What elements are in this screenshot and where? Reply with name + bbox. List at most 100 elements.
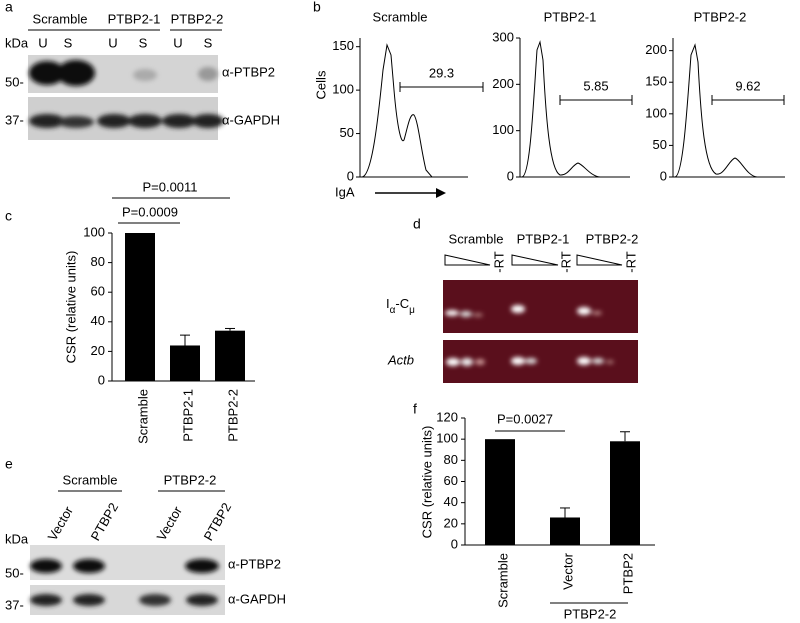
y-tick-label: 150 — [332, 38, 354, 53]
lane-label: Vector — [154, 503, 186, 543]
kda-label: kDa — [5, 35, 29, 50]
bands — [29, 114, 224, 128]
y-label: CSR (relative units) — [419, 426, 434, 539]
y-tick-label: 0 — [98, 372, 105, 387]
y-tick-label: 0 — [660, 168, 667, 183]
y-tick-label: 120 — [436, 409, 458, 424]
y-tick-label: 0 — [347, 168, 354, 183]
marker: 37- — [5, 112, 24, 127]
row-label: Iα-Cμ — [386, 296, 415, 315]
group-label: PTBP2-2 — [164, 472, 217, 487]
rt-label: -RT — [491, 251, 506, 272]
antibody: α-PTBP2 — [228, 556, 281, 571]
row-label-part: I — [386, 296, 390, 311]
lane-label: U — [38, 35, 47, 50]
lane-label: PTBP2 — [201, 500, 235, 543]
group-label: Scramble — [449, 231, 504, 246]
rt-label: -RT — [623, 251, 638, 272]
group-label: PTBP2-1 — [517, 231, 570, 246]
bands — [445, 305, 602, 317]
marker: 50- — [5, 565, 24, 580]
y-tick-label: 200 — [645, 42, 667, 57]
y-tick-label: 300 — [492, 29, 514, 44]
x-tick-label: PTBP2-2 — [225, 389, 240, 442]
y-tick-label: 50 — [340, 125, 354, 140]
group-label: Scramble — [63, 472, 118, 487]
y-tick-label: 40 — [444, 494, 458, 509]
panel-letter: a — [5, 0, 13, 15]
y-tick-label: 20 — [91, 343, 105, 358]
y-tick-label: 100 — [332, 82, 354, 97]
marker: 50- — [5, 74, 24, 89]
y-tick-label: 60 — [91, 284, 105, 299]
lane-label: U — [108, 35, 117, 50]
lane-label: S — [64, 35, 73, 50]
x-tick-label: Vector — [560, 552, 575, 590]
lane-label: S — [204, 35, 213, 50]
antibody: α-GAPDH — [228, 591, 286, 606]
x-tick-label: Scramble — [495, 553, 510, 608]
p-value: P=0.0009 — [122, 204, 178, 219]
group-label: PTBP2-2 — [171, 11, 224, 26]
kda-label: kDa — [5, 531, 29, 546]
row-label: Actb — [387, 352, 414, 367]
y-label: Cells — [313, 70, 328, 99]
y-tick-label: 50 — [653, 137, 667, 152]
group-label: PTBP2-1 — [108, 11, 161, 26]
p-value: P=0.0027 — [497, 411, 553, 426]
y-label: CSR (relative units) — [63, 251, 78, 364]
lane-label: S — [139, 35, 148, 50]
bar — [550, 517, 580, 545]
bar — [125, 233, 155, 381]
gel — [443, 280, 638, 333]
lane-label: PTBP2 — [88, 500, 122, 543]
y-tick-label: 80 — [444, 452, 458, 467]
lane-label: U — [173, 35, 182, 50]
flow-curves — [361, 40, 785, 178]
y-tick-label: 20 — [444, 515, 458, 530]
gate-value: 9.62 — [735, 78, 760, 93]
bar — [215, 330, 245, 381]
plot-title: PTBP2-2 — [694, 9, 747, 24]
row-label-part: -C — [395, 296, 409, 311]
y-tick-label: 200 — [492, 76, 514, 91]
panel-letter: e — [5, 456, 13, 472]
plot-title: PTBP2-1 — [544, 9, 597, 24]
group-label: PTBP2-2 — [586, 231, 639, 246]
bar — [485, 439, 515, 545]
y-tick-label: 100 — [83, 224, 105, 239]
panel-letter: c — [5, 208, 12, 224]
lane-label: Vector — [45, 503, 77, 543]
x-label: IgA — [335, 184, 355, 199]
rt-label: -RT — [558, 251, 573, 272]
x-tick-label: Scramble — [135, 389, 150, 444]
panel-letter: f — [413, 401, 417, 417]
bar — [170, 345, 200, 381]
antibody: α-PTBP2 — [222, 64, 275, 79]
marker: 37- — [5, 597, 24, 612]
arrow-head — [436, 188, 446, 198]
y-tick-label: 150 — [645, 74, 667, 89]
x-tick-label: PTBP2 — [620, 553, 635, 594]
bands — [30, 594, 218, 606]
x-tick-label: PTBP2-1 — [180, 389, 195, 442]
group-label: PTBP2-2 — [564, 606, 617, 621]
y-tick-label: 80 — [91, 254, 105, 269]
row-label-part: μ — [409, 305, 415, 316]
y-tick-label: 100 — [492, 122, 514, 137]
gradient-triangles — [444, 254, 623, 266]
bar — [610, 441, 640, 545]
y-tick-label: 60 — [444, 473, 458, 488]
antibody: α-GAPDH — [222, 112, 280, 127]
p-value: P=0.0011 — [142, 179, 197, 194]
panel-letter: b — [313, 0, 321, 15]
y-tick-label: 100 — [436, 431, 458, 446]
gate-value: 5.85 — [583, 78, 608, 93]
bands — [446, 357, 614, 366]
panel-letter: d — [413, 216, 421, 232]
plot-title: Scramble — [373, 9, 428, 24]
y-tick-label: 0 — [451, 536, 458, 551]
bands — [29, 60, 218, 86]
gate-value: 29.3 — [429, 65, 454, 80]
